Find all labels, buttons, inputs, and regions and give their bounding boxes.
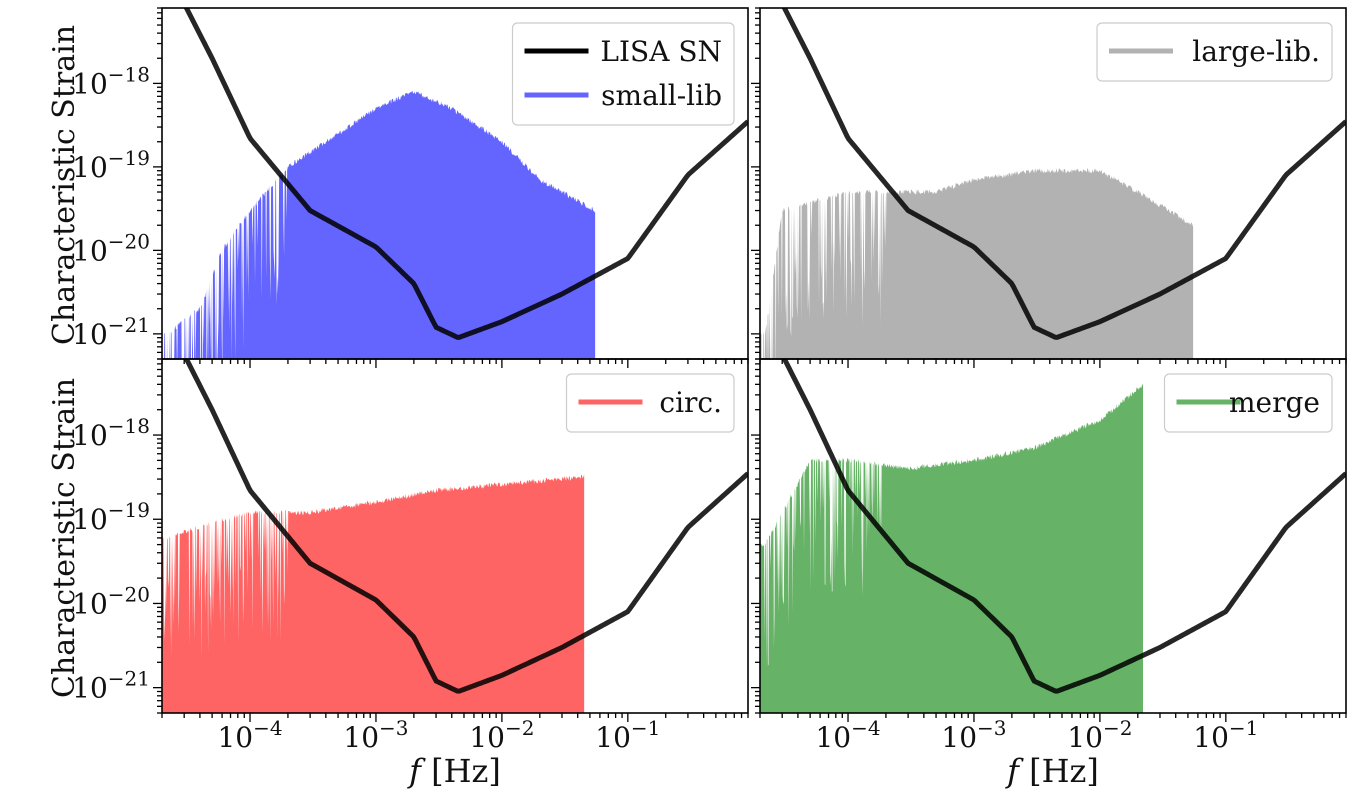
legend-label: LISA SN [600, 35, 722, 68]
x-tick-label: 10−1 [1193, 716, 1258, 754]
y-tick-label: 10−19 [72, 498, 150, 536]
y-axis-title-top: Characteristic Strain [47, 25, 82, 345]
y-tick-label-base: 10 [72, 67, 108, 100]
x-tick-label: 10−3 [941, 716, 1006, 754]
panel-large-lib: large-lib. [751, 7, 1347, 368]
y-tick-label-base: 10 [72, 419, 108, 452]
y-tick-label-base: 10 [72, 318, 108, 351]
legend-label: large-lib. [1192, 35, 1320, 68]
x-tick-label: 10−1 [595, 716, 660, 754]
y-tick-label: 10−18 [72, 414, 150, 452]
y-tick-label-base: 10 [72, 503, 108, 536]
plot-area [760, 359, 1346, 713]
x-axis-unit: [Hz] [421, 752, 501, 790]
y-tick-label: 10−20 [72, 582, 150, 620]
axes-frame [161, 358, 749, 714]
legend-box [565, 373, 735, 433]
x-tick-label-base: 10 [343, 721, 379, 754]
legend-label: merge [1229, 386, 1320, 419]
x-tick-label-exponent: −3 [977, 716, 1006, 740]
x-axis-unit: [Hz] [1019, 752, 1099, 790]
axes-frame [759, 358, 1347, 714]
y-tick-label: 10−19 [72, 146, 150, 184]
y-tick-label-exponent: −18 [108, 62, 150, 86]
y-tick-label: 10−18 [72, 62, 150, 100]
x-tick-label-base: 10 [941, 721, 977, 754]
x-tick-label: 10−4 [217, 716, 282, 754]
y-tick-label: 10−21 [72, 667, 150, 705]
x-tick-label-exponent: −3 [379, 716, 408, 740]
y-tick-label: 10−20 [72, 229, 150, 267]
x-tick-label-exponent: −2 [505, 716, 534, 740]
lisa-sensitivity-line [781, 8, 1346, 340]
series-area-smalllib [162, 90, 596, 359]
series-area-circ [162, 474, 585, 713]
legend-box [1096, 22, 1333, 82]
x-tick-label-base: 10 [1067, 721, 1103, 754]
x-tick-label: 10−2 [469, 716, 534, 754]
y-tick-label-exponent: −19 [108, 498, 150, 522]
lisa-sensitivity-line [183, 8, 748, 340]
x-tick-label-exponent: −1 [1229, 716, 1258, 740]
x-tick-label-exponent: −4 [851, 716, 880, 740]
y-tick-label-base: 10 [72, 234, 108, 267]
x-tick-label-exponent: −2 [1103, 716, 1132, 740]
x-tick-label-base: 10 [815, 721, 851, 754]
legend-label: small-lib [601, 79, 722, 112]
x-tick-label: 10−3 [343, 716, 408, 754]
x-tick-label-base: 10 [1193, 721, 1229, 754]
y-tick-label-exponent: −19 [108, 146, 150, 170]
x-tick-label-base: 10 [469, 721, 505, 754]
y-tick-label-exponent: −20 [108, 229, 150, 253]
y-tick-label-base: 10 [72, 672, 108, 705]
series-area-merge [760, 383, 1144, 713]
panel-circ: 10−4 10−3 10−2 10−110−1810−1910−2010−21circ… [72, 358, 749, 754]
y-tick-label-exponent: −21 [108, 313, 150, 337]
x-tick-label-base: 10 [595, 721, 631, 754]
x-axis-title-right: f [Hz] [1005, 752, 1099, 790]
legend-label: circ. [659, 386, 722, 419]
y-tick-label-base: 10 [72, 151, 108, 184]
y-tick-label-base: 10 [72, 587, 108, 620]
y-tick-label-exponent: −18 [108, 414, 150, 438]
x-tick-label-exponent: −1 [631, 716, 660, 740]
lisa-sensitivity-line [183, 359, 748, 694]
plot-area [162, 359, 748, 713]
plot-area [162, 8, 748, 359]
x-tick-label-base: 10 [217, 721, 253, 754]
plot-area [760, 8, 1346, 359]
x-tick-label-exponent: −4 [253, 716, 282, 740]
y-tick-label: 10−21 [72, 313, 150, 351]
lisa-sensitivity-line [781, 359, 1346, 694]
y-tick-label-exponent: −21 [108, 667, 150, 691]
x-tick-label: 10−2 [1067, 716, 1132, 754]
y-axis-title-bottom: Characteristic Strain [47, 378, 82, 698]
series-area-largelib [760, 168, 1194, 359]
legend-box [1163, 373, 1333, 433]
x-axis-title-left: f [Hz] [407, 752, 501, 790]
y-tick-label-exponent: −20 [108, 582, 150, 606]
x-tick-label: 10−4 [815, 716, 880, 754]
